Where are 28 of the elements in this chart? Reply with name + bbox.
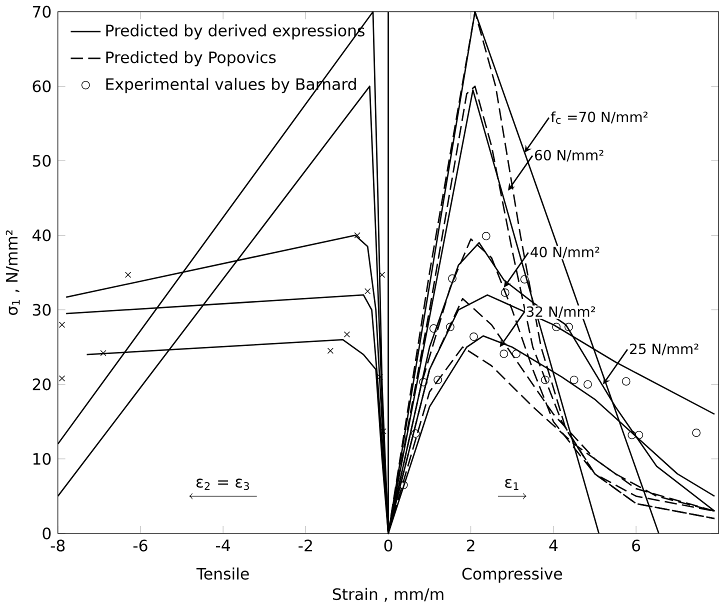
x-tick-label: 0 [384,540,392,552]
y-tick-label: 20 [32,378,51,391]
y-tick-label: 40 [32,230,51,242]
annotation: 40 N/mm² [530,246,600,259]
annotation: 32 N/mm² [526,306,596,318]
text: Compressive [462,568,562,583]
x-tick-label: -2 [298,540,312,552]
x-tick-label: -4 [216,540,230,552]
x-tick-label: 6 [632,540,640,552]
y-tick-label: 50 [32,155,51,167]
x-tick-label: -8 [50,540,65,552]
annotation: 60 N/mm² [535,150,604,162]
y-tick-label: 70 [32,6,51,18]
text: Tensile [196,568,249,580]
legend-label: Predicted by Popovics [106,51,276,67]
y-axis-title: σ$_{1}$ , N/mm² [6,230,20,316]
y-tick-label: 0 [42,528,51,540]
x-tick-label: 4 [549,540,558,552]
annotation: 25 N/mm² [630,344,698,356]
y-tick-label: 30 [32,304,51,316]
x-tick-label: -6 [133,540,148,552]
y-tick-label: 10 [33,453,51,466]
annotation: ε$_{1}$ [505,479,518,490]
annotation: ε$_{2}$ = ε$_{3}$ [196,478,249,490]
y-tick-label: 60 [32,80,51,92]
x-axis-title: Strain , mm/m [332,588,444,602]
annotation: f$_{c}$ =70 N/mm² [550,112,648,124]
x-tick-label: 2 [467,540,474,552]
